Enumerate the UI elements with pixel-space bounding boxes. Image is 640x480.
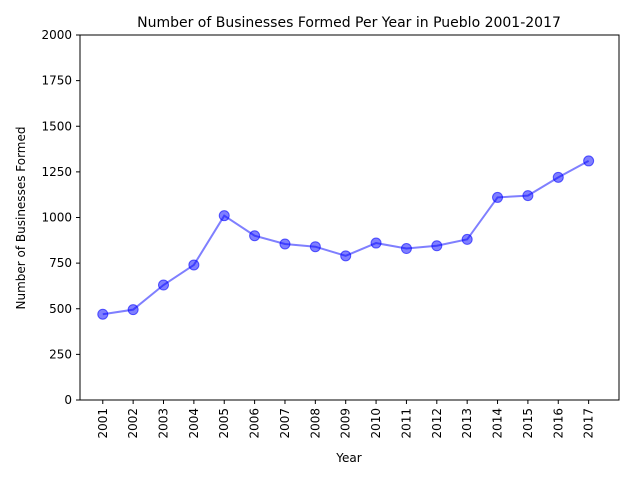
data-point xyxy=(127,304,139,316)
data-point xyxy=(309,241,321,253)
x-tick-label: 2007 xyxy=(278,408,292,439)
data-point xyxy=(552,171,564,183)
x-tick-label: 2004 xyxy=(187,408,201,439)
x-tick-label: 2015 xyxy=(521,408,535,439)
y-tick-label: 1750 xyxy=(41,74,72,88)
x-tick-label: 2011 xyxy=(399,408,413,439)
data-point xyxy=(370,237,382,249)
data-point xyxy=(188,259,200,271)
y-tick-label: 250 xyxy=(49,347,72,361)
data-point xyxy=(97,308,109,320)
data-point xyxy=(218,210,230,222)
x-tick-label: 2012 xyxy=(430,408,444,439)
data-point xyxy=(400,243,412,255)
data-point xyxy=(492,191,504,203)
y-tick-label: 750 xyxy=(49,256,72,270)
data-point xyxy=(340,250,352,262)
x-tick-label: 2008 xyxy=(308,408,322,439)
axes-frame xyxy=(79,34,620,401)
x-tick-label: 2013 xyxy=(460,408,474,439)
x-tick-label: 2014 xyxy=(491,408,505,439)
x-tick-label: 2005 xyxy=(217,408,231,439)
data-point xyxy=(249,230,261,242)
data-point xyxy=(522,190,534,202)
plot-area: 0 250 500 750 1000 1250 1500 1750 2000 2001 2002 20… xyxy=(41,28,620,439)
y-tick-label: 1250 xyxy=(41,165,72,179)
x-axis-label: Year xyxy=(335,451,361,465)
y-tick-label: 2000 xyxy=(41,28,72,42)
x-tick-label: 2002 xyxy=(126,408,140,439)
data-point xyxy=(431,240,443,252)
x-tick-label: 2001 xyxy=(96,408,110,439)
y-tick-label: 0 xyxy=(64,393,72,407)
x-tick-label: 2009 xyxy=(339,408,353,439)
x-tick-label: 2003 xyxy=(157,408,171,439)
data-point xyxy=(279,238,291,250)
y-axis-label: Number of Businesses Formed xyxy=(14,127,28,310)
x-tick-label: 2016 xyxy=(551,408,565,439)
x-tick-label: 2010 xyxy=(369,408,383,439)
y-tick-label: 1000 xyxy=(41,211,72,225)
x-tick-label: 2006 xyxy=(248,408,262,439)
y-tick-label: 500 xyxy=(49,302,72,316)
data-point xyxy=(158,279,170,291)
y-tick-label: 1500 xyxy=(41,119,72,133)
x-tick-label: 2017 xyxy=(582,408,596,439)
chart-title: Number of Businesses Formed Per Year in … xyxy=(137,15,561,31)
data-point xyxy=(461,233,473,245)
data-point xyxy=(583,155,595,167)
series-line xyxy=(102,160,590,316)
